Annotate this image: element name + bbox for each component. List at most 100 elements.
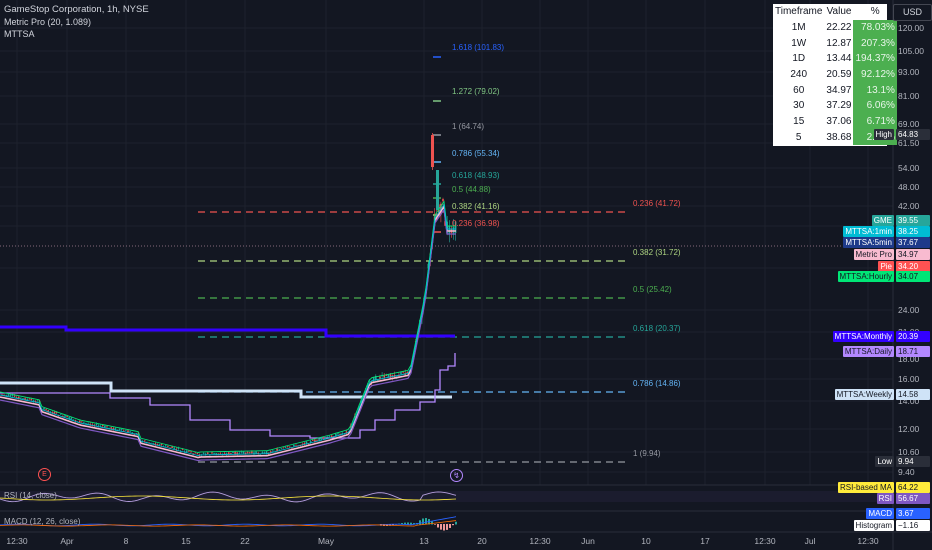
time-axis-tick: 10 [641,536,651,546]
time-axis-tick: 20 [477,536,487,546]
row-value: 34.97 [826,84,852,96]
candle-body [154,443,157,446]
price-label-value: 9.94 [896,456,930,467]
row-pct: 13.1% [853,82,897,99]
candle-body [135,433,138,435]
row-pct: 6.06% [853,98,897,114]
timeframe-row: 15 37.06 6.71% [773,113,897,130]
candle-body [211,452,213,454]
row-tf: 1D [792,53,806,65]
candle-body [442,198,444,202]
candle-body [20,397,22,399]
candle-body [242,451,245,454]
macd-histogram-bar [440,524,442,530]
price-axis-tick: 120.00 [898,23,924,33]
fib-level-label: 0.786 (14.86) [633,379,681,388]
candle-body [339,433,341,436]
rsi-line [0,491,457,503]
row-tf: 30 [793,100,805,112]
candle-body [7,394,10,397]
price-label-value: 20.39 [896,331,930,342]
indicator-mttsa[interactable]: MTTSA [4,29,35,39]
candle-body [383,375,385,378]
candle-body [158,444,161,447]
candle-body [202,453,205,454]
price-axis-tick: 12.00 [898,424,920,434]
candle-body [127,430,129,433]
candle-body [246,452,249,454]
mttsa-1min-line [0,203,456,456]
price-label-value: 64.83 [896,129,930,140]
macd-pane-title[interactable]: MACD (12, 26, close) [4,517,81,526]
candle-body [102,425,104,427]
time-axis-tick: 12:30 [754,536,776,546]
header-value: Value [826,6,852,18]
fib-level-label: 1.618 (101.83) [452,43,505,52]
candle-body [293,444,295,447]
candle-body [85,422,87,424]
candle-body [244,452,247,455]
candle-body [81,421,83,423]
price-axis-tick: 9.40 [898,467,915,477]
rsi-pane-title[interactable]: RSI (14, close) [4,491,57,500]
mttsa-daily-line [0,353,456,439]
candle-body [32,400,35,403]
price-label-value: 37.67 [896,237,930,248]
candle-body [272,450,274,452]
mttsa-hourly-line [0,200,456,453]
candle-body [330,435,333,438]
candle-body [196,453,199,454]
candle-body [9,395,12,397]
fib-level-label: 0.5 (25.42) [633,285,672,294]
candle-body [160,444,163,445]
candle-body [190,451,192,453]
metric-pro-line [0,204,456,459]
split-icon[interactable]: ↯ [450,469,463,482]
price-label-value: 38.25 [896,226,930,237]
price-axis-tick: 10.60 [898,447,920,457]
candle-body [175,448,178,450]
candle-body [337,433,339,435]
candle-body [400,372,402,374]
macd-histogram-bar [455,521,457,525]
candle-body [312,440,314,441]
candle-body [99,425,102,427]
candle-body [341,433,343,434]
candle-body [22,398,24,399]
candle-body [360,400,362,403]
macd-histogram-bar [407,522,409,525]
candle-body [3,394,5,396]
macd-histogram-bar [437,524,439,528]
price-axis-tick: 61.50 [898,138,920,148]
earnings-icon[interactable]: E [38,468,51,481]
time-axis-tick: May [317,536,335,546]
fib-level-label: 1 (9.94) [633,449,661,458]
candle-body [165,445,167,447]
candle-body [72,419,75,421]
macd-histogram-bar [431,521,433,525]
candle-body [11,395,14,396]
currency-button[interactable]: USD [893,4,932,21]
price-label-name: MTTSA:5min [843,237,894,248]
price-axis-tick: 14.00 [898,396,920,406]
candle-body [377,379,379,382]
indicator-metric-pro[interactable]: Metric Pro (20, 1.089) [4,17,92,27]
macd-histogram-bar [422,518,424,525]
candle-body [324,438,327,439]
price-label-name: Low [875,456,894,467]
candle-body [375,375,377,381]
price-axis-tick: 93.00 [898,67,920,77]
candle-body [253,452,255,455]
time-axis-tick: 13 [419,536,429,546]
macd-histogram-bar [443,524,445,531]
candle-body [47,410,49,413]
price-label-value: 34.97 [896,249,930,260]
row-tf: 5 [795,131,802,143]
price-label-value: 18.71 [896,346,930,357]
candle-body [303,443,306,445]
candle-body [223,452,226,454]
price-label-name: MTTSA:Weekly [834,389,894,400]
candle-body [398,375,400,377]
time-axis-tick: Apr [60,536,74,546]
